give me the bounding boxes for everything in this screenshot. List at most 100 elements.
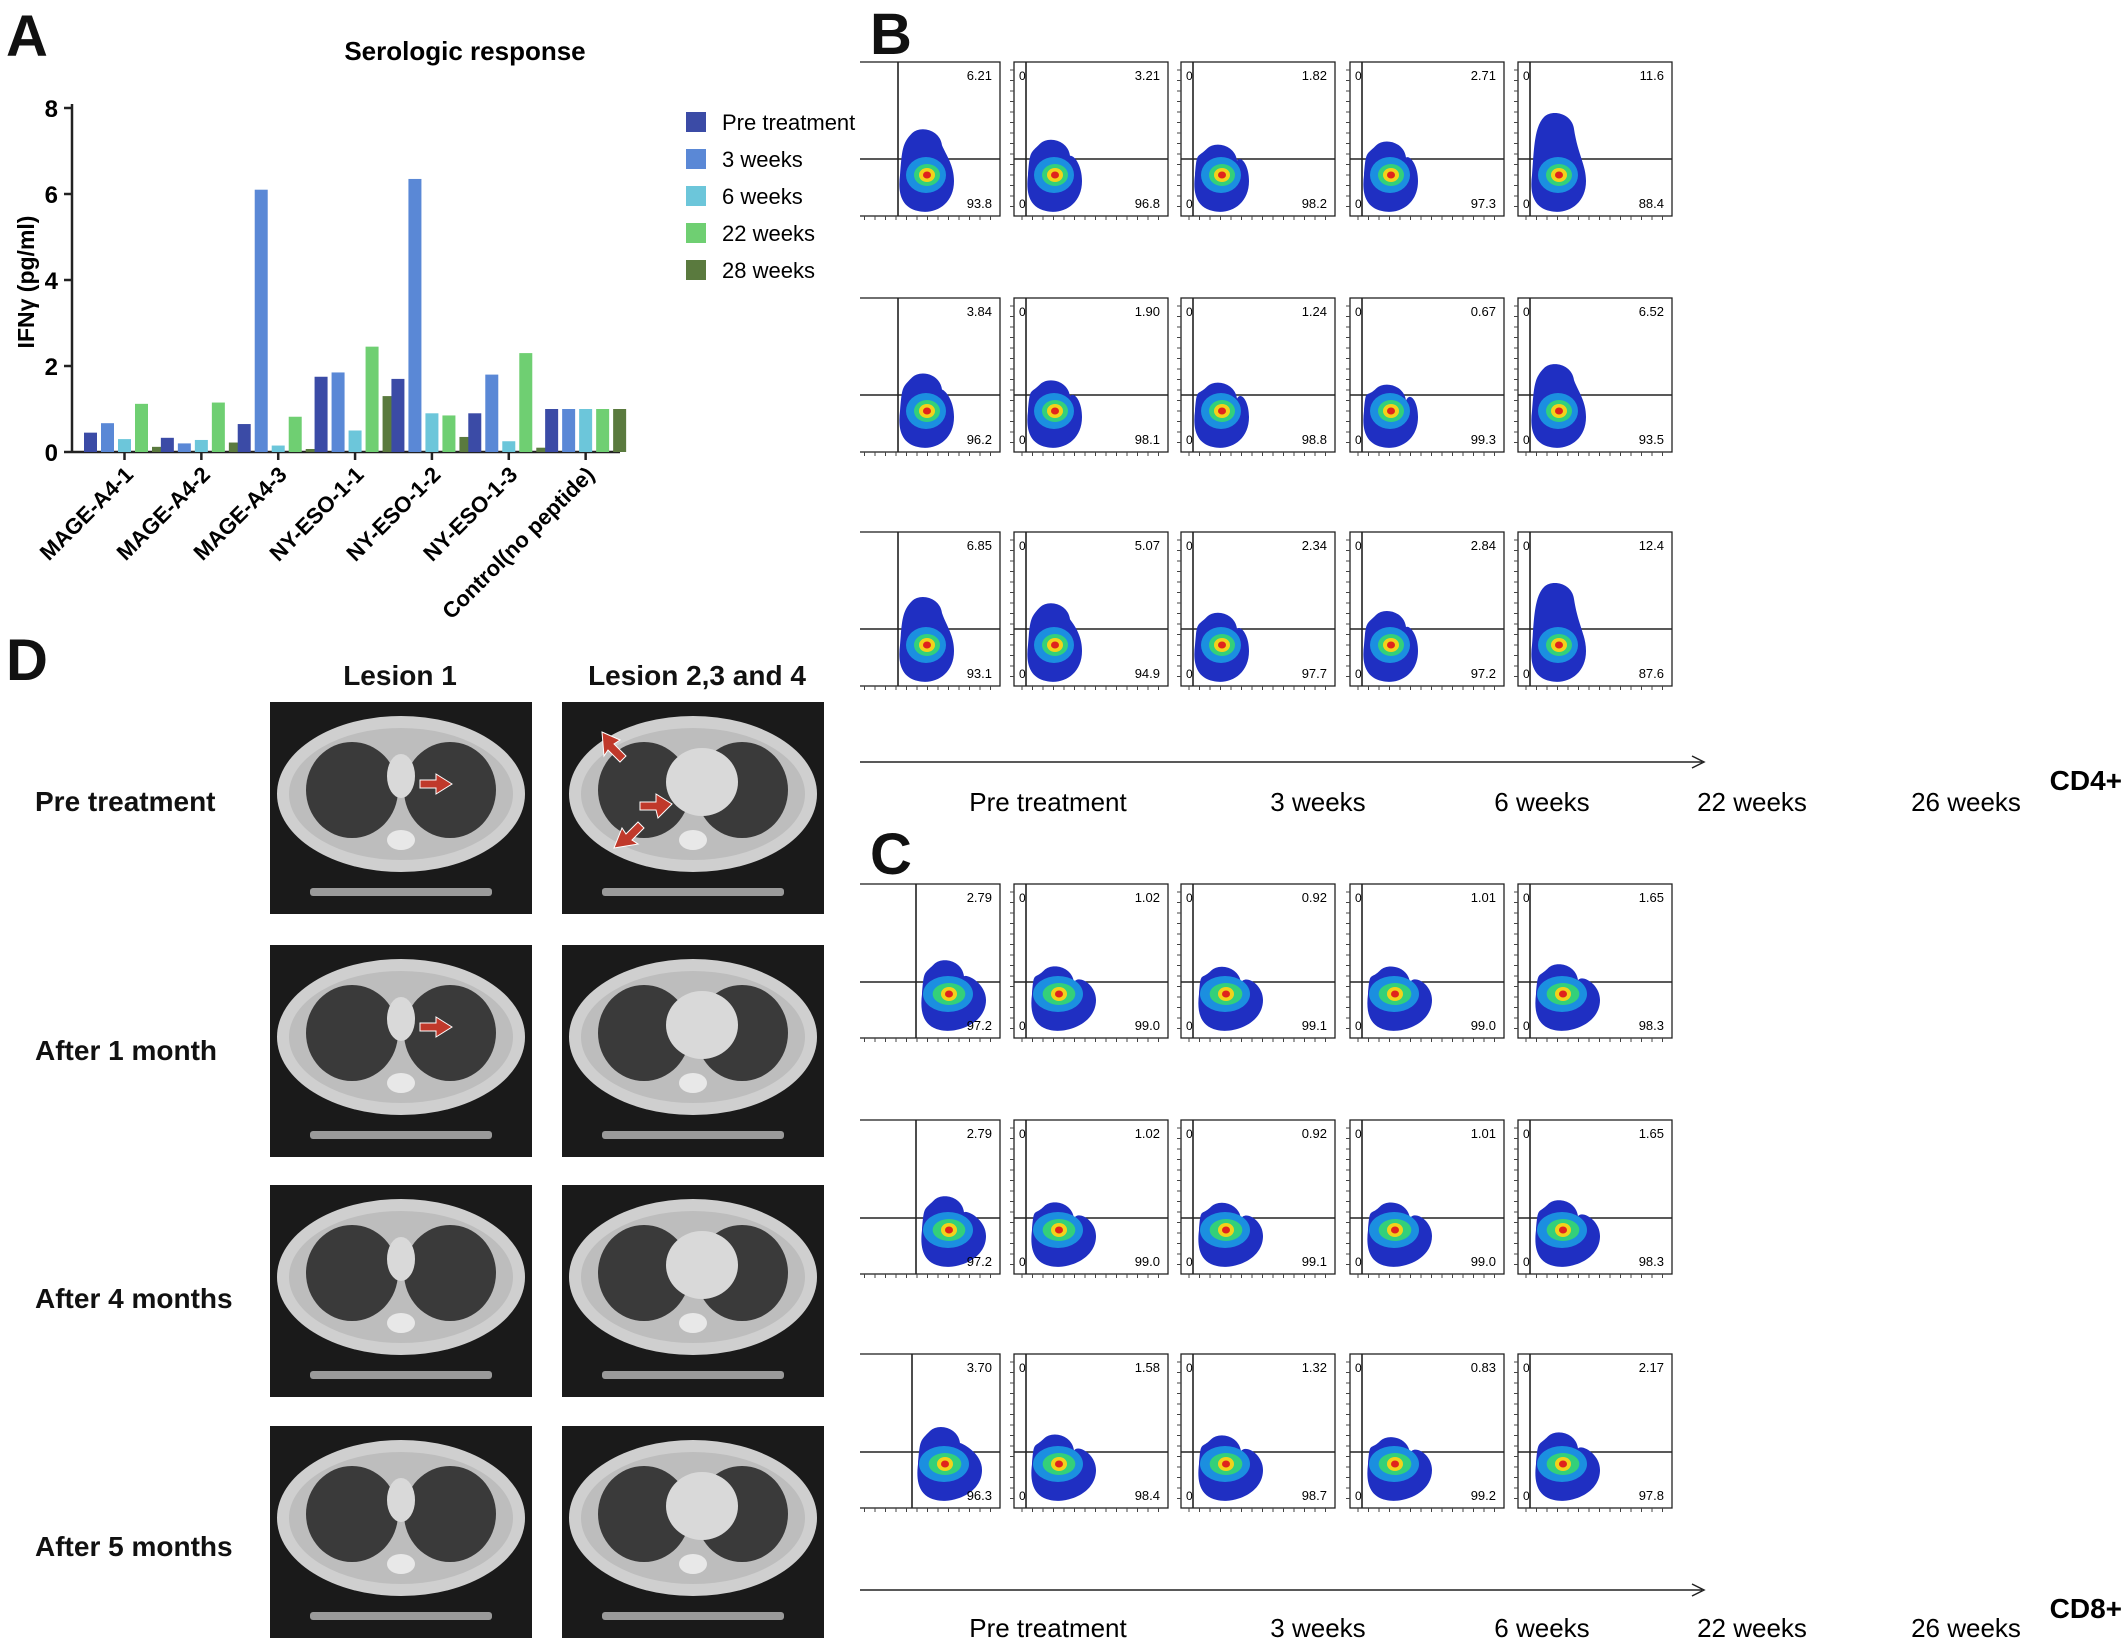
- flow-quadrant-upper-right: 3.21: [1135, 68, 1160, 83]
- ct-table: [602, 1612, 784, 1620]
- ct-lung-right: [598, 1466, 690, 1562]
- flow-quadrant-zero-ul: 0: [1523, 1127, 1530, 1141]
- flow-quadrant-upper-right: 1.02: [1135, 1126, 1160, 1141]
- flow-quadrant-upper-right: 6.52: [1639, 304, 1664, 319]
- cd8-flow-cytometry-grid: INF-γ002.7997.2001.0299.0000.9299.1001.0…: [860, 883, 2122, 1641]
- ct-table: [310, 1131, 492, 1139]
- bar: [579, 409, 593, 452]
- flow-quadrant-upper-right: 6.21: [967, 68, 992, 83]
- flow-quadrant-zero-ll: 0: [1186, 433, 1193, 447]
- flow-quadrant-zero-ll: 0: [1523, 1255, 1530, 1269]
- density-blob: [1367, 966, 1432, 1031]
- flow-quadrant-lower-right: 97.8: [1639, 1488, 1664, 1503]
- density-blob: [1027, 139, 1082, 212]
- bar: [348, 430, 362, 452]
- density-blob: [1031, 966, 1096, 1031]
- flow-quadrant-lower-right: 98.7: [1302, 1488, 1327, 1503]
- flow-quadrant-upper-right: 0.92: [1302, 1126, 1327, 1141]
- flow-plot: 0 0 2.17 97.8: [1514, 1353, 1673, 1512]
- flow-timepoint-label: 6 weeks: [1494, 1613, 1589, 1641]
- flow-quadrant-lower-right: 99.0: [1471, 1018, 1496, 1033]
- flow-plot: 0 0 3.21 96.8: [1010, 61, 1169, 220]
- legend-label: Pre treatment: [722, 110, 855, 135]
- bar: [391, 378, 405, 452]
- flow-plot: 0 0 0.92 99.1: [1177, 1119, 1336, 1278]
- density-blob-core: [1387, 641, 1395, 649]
- bar: [152, 446, 165, 452]
- ct-lung-right: [306, 1225, 398, 1321]
- flow-quadrant-lower-right: 94.9: [1135, 666, 1160, 681]
- ct-lung-left: [404, 985, 496, 1081]
- bar: [211, 402, 225, 452]
- y-tick-label: 4: [45, 268, 59, 295]
- flow-axis-label: CD8+: [2050, 1593, 2122, 1624]
- flow-plot: 0 0 2.71 97.3: [1346, 61, 1505, 220]
- bar: [442, 415, 456, 452]
- flow-plot: 0 0 2.34 97.7: [1177, 531, 1336, 690]
- density-blob: [1531, 583, 1586, 682]
- flow-quadrant-zero-ul: 0: [1019, 69, 1026, 83]
- flow-quadrant-upper-right: 6.85: [967, 538, 992, 553]
- flow-quadrant-zero-ul: 0: [1523, 539, 1530, 553]
- flow-timepoint-label: 6 weeks: [1494, 787, 1589, 817]
- density-blob: [917, 1427, 982, 1501]
- flow-quadrant-lower-right: 98.8: [1302, 432, 1327, 447]
- density-blob: [1531, 364, 1586, 448]
- legend-label: 6 weeks: [722, 184, 803, 209]
- density-blob-core: [1218, 407, 1226, 415]
- density-blob-core: [1218, 641, 1226, 649]
- density-blob-core: [1055, 1460, 1063, 1468]
- panel-letter-c: C: [870, 822, 912, 887]
- flow-quadrant-lower-right: 98.1: [1135, 432, 1160, 447]
- flow-plot: 0 0 6.52 93.5: [1514, 297, 1673, 456]
- density-blob: [921, 960, 986, 1031]
- ct-spine: [679, 830, 707, 850]
- y-tick-label: 6: [45, 182, 58, 209]
- density-blob: [1027, 603, 1082, 682]
- density-blob-core: [1391, 990, 1399, 998]
- flow-quadrant-zero-ul: 0: [1523, 891, 1530, 905]
- flow-quadrant-zero-ll: 0: [1186, 1255, 1193, 1269]
- flow-quadrant-upper-right: 1.01: [1471, 890, 1496, 905]
- flow-quadrant-lower-right: 97.2: [967, 1018, 992, 1033]
- ct-scan-drawing: [277, 1440, 525, 1620]
- flow-quadrant-upper-right: 1.90: [1135, 304, 1160, 319]
- flow-timepoint-label: 3 weeks: [1270, 1613, 1365, 1641]
- flow-quadrant-zero-ul: 0: [1186, 891, 1193, 905]
- bar: [160, 437, 174, 452]
- legend-swatch: [686, 186, 706, 206]
- ct-lung-left: [404, 742, 496, 838]
- ct-scan-image: [562, 945, 824, 1157]
- flow-quadrant-zero-ul: 0: [1186, 69, 1193, 83]
- ct-lung-left: [404, 1466, 496, 1562]
- panel-letter-b: B: [870, 2, 912, 67]
- ct-lung-left: [404, 1225, 496, 1321]
- ct-spine: [679, 1554, 707, 1574]
- panel-letter-d: D: [6, 628, 48, 693]
- flow-quadrant-lower-right: 97.2: [1471, 666, 1496, 681]
- flow-quadrant-lower-right: 98.3: [1639, 1018, 1664, 1033]
- ct-scan-image: [270, 1426, 532, 1638]
- flow-quadrant-lower-right: 99.3: [1471, 432, 1496, 447]
- ct-spine: [387, 830, 415, 850]
- flow-quadrant-zero-ul: 0: [1355, 539, 1362, 553]
- density-blob: [1363, 384, 1418, 448]
- flow-quadrant-lower-right: 99.1: [1302, 1018, 1327, 1033]
- ct-scan-image: [270, 945, 532, 1157]
- density-blob-core: [1555, 641, 1563, 649]
- lesion-arrow-icon: [419, 773, 453, 795]
- ct-heart: [666, 748, 738, 816]
- flow-quadrant-zero-ul: 0: [1186, 539, 1193, 553]
- ct-scan-image: [562, 1426, 824, 1638]
- flow-quadrant-zero-ll: 0: [1019, 1489, 1026, 1503]
- flow-quadrant-zero-ul: 0: [1355, 891, 1362, 905]
- density-blob-core: [1391, 1460, 1399, 1468]
- density-blob: [1198, 966, 1263, 1031]
- flow-plot: 0 0 11.6 88.4: [1514, 61, 1673, 220]
- flow-quadrant-zero-ll: 0: [1186, 667, 1193, 681]
- ct-row-label-pre-treatment: Pre treatment: [35, 786, 216, 817]
